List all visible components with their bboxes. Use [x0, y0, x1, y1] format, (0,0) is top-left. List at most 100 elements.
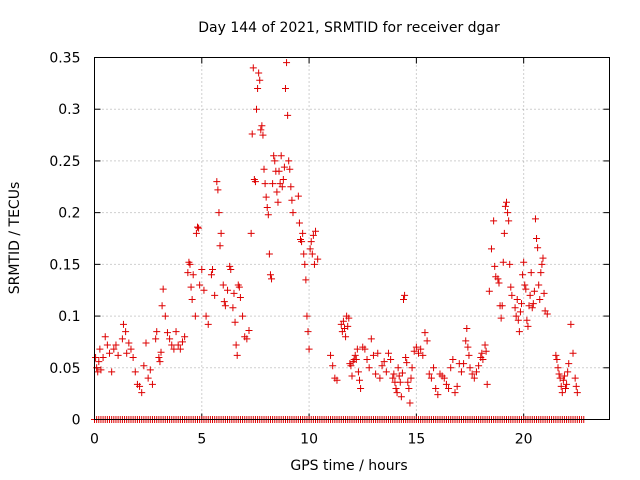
- data-point: [97, 366, 105, 374]
- data-point: [396, 378, 404, 386]
- data-point: [224, 286, 232, 294]
- data-point: [434, 391, 442, 399]
- data-point: [255, 69, 263, 77]
- data-point: [432, 384, 440, 392]
- data-point: [367, 335, 375, 343]
- data-point: [365, 364, 373, 372]
- data-point: [559, 376, 567, 384]
- data-point: [512, 312, 520, 320]
- data-point: [174, 341, 182, 349]
- data-point: [213, 178, 221, 186]
- data-point: [309, 231, 317, 239]
- data-point: [339, 317, 347, 325]
- data-point: [110, 345, 118, 353]
- data-point: [464, 343, 472, 351]
- data-point: [119, 320, 127, 328]
- data-point: [494, 275, 502, 283]
- data-point: [122, 328, 130, 336]
- data-point: [207, 271, 215, 279]
- data-point: [146, 366, 154, 374]
- x-tick-label: 5: [197, 432, 206, 448]
- data-point: [505, 217, 513, 225]
- data-point: [535, 281, 543, 289]
- data-point: [543, 310, 551, 318]
- data-point: [403, 359, 411, 367]
- data-point: [530, 287, 538, 295]
- data-point: [159, 285, 167, 293]
- data-point: [273, 188, 281, 196]
- data-point: [181, 333, 189, 341]
- data-point: [491, 262, 499, 270]
- data-point: [558, 389, 566, 397]
- data-point: [508, 291, 516, 299]
- data-point: [372, 370, 380, 378]
- data-point: [412, 343, 420, 351]
- data-point: [227, 266, 235, 274]
- data-point: [520, 258, 528, 266]
- data-point: [430, 364, 438, 372]
- data-point: [423, 337, 431, 345]
- data-point: [166, 335, 174, 343]
- data-point: [518, 300, 526, 308]
- data-point: [565, 360, 573, 368]
- data-point: [249, 64, 257, 72]
- data-point: [378, 362, 386, 370]
- data-point: [507, 283, 515, 291]
- data-point: [387, 356, 395, 364]
- data-point: [451, 389, 459, 397]
- data-point: [226, 262, 234, 270]
- data-point: [522, 285, 530, 293]
- data-point: [152, 335, 160, 343]
- data-point: [229, 304, 237, 312]
- data-point: [138, 389, 146, 397]
- data-point: [307, 238, 315, 246]
- data-point: [305, 345, 313, 353]
- plot-frame: [94, 57, 610, 420]
- data-point: [131, 368, 139, 376]
- data-point: [258, 122, 266, 130]
- data-point: [194, 223, 201, 231]
- data-point: [217, 229, 225, 237]
- data-point: [354, 368, 362, 376]
- data-point: [537, 269, 545, 277]
- data-point: [369, 351, 377, 359]
- data-point: [158, 302, 166, 310]
- data-point: [560, 372, 568, 380]
- data-point: [99, 353, 107, 361]
- data-point: [314, 255, 322, 263]
- data-point: [112, 341, 120, 349]
- data-point: [262, 193, 270, 201]
- data-point: [216, 242, 224, 250]
- data-point: [168, 341, 176, 349]
- data-point: [184, 269, 192, 277]
- data-point: [92, 353, 100, 361]
- data-point: [196, 281, 204, 289]
- data-point: [540, 289, 548, 297]
- data-point: [481, 341, 489, 349]
- data-point: [487, 245, 495, 253]
- data-point: [118, 335, 126, 343]
- data-point: [266, 271, 274, 279]
- data-point: [397, 393, 405, 401]
- data-point: [348, 372, 356, 380]
- data-point: [342, 333, 350, 341]
- data-point: [301, 260, 309, 268]
- data-point: [482, 347, 490, 355]
- data-point: [270, 152, 278, 160]
- data-point: [202, 312, 210, 320]
- data-point: [308, 250, 316, 258]
- data-point: [280, 163, 288, 171]
- data-point: [534, 244, 542, 252]
- data-point: [144, 374, 152, 382]
- data-point: [271, 157, 279, 165]
- data-point: [453, 382, 461, 390]
- data-point: [254, 85, 262, 93]
- data-point: [263, 203, 271, 211]
- data-point: [195, 224, 203, 232]
- y-tick-label: 0.2: [58, 206, 80, 222]
- data-point: [468, 370, 476, 378]
- data-point: [352, 356, 360, 364]
- data-point: [153, 328, 161, 336]
- data-point: [415, 349, 423, 357]
- data-point: [501, 202, 509, 210]
